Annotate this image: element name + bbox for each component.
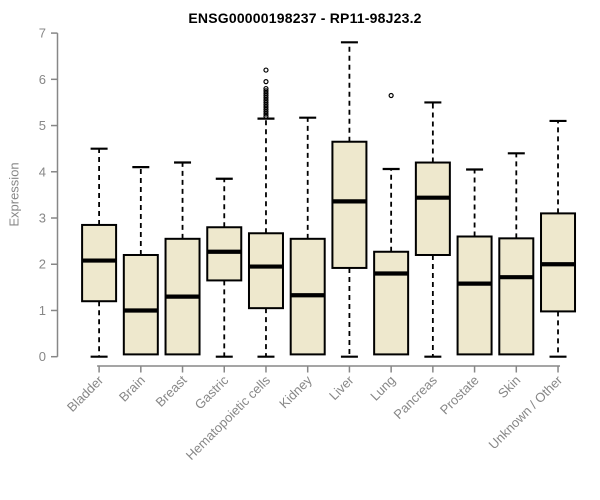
box-iqr bbox=[122, 253, 159, 356]
outlier-point bbox=[263, 88, 269, 94]
outlier-point bbox=[263, 111, 269, 117]
x-axis-category-label: Prostate bbox=[437, 373, 482, 418]
x-axis-category-label: Gastric bbox=[192, 372, 232, 412]
x-axis-category-label: Breast bbox=[152, 372, 189, 409]
box-iqr bbox=[414, 161, 451, 256]
outlier-point bbox=[263, 79, 269, 85]
y-axis-tick-label: 7 bbox=[39, 26, 46, 41]
outlier-point bbox=[263, 90, 269, 96]
box-iqr bbox=[247, 232, 284, 310]
outlier-point bbox=[263, 92, 269, 99]
x-axis-category-label: Brain bbox=[116, 373, 148, 405]
y-axis-tick-label: 1 bbox=[39, 303, 46, 318]
chart-title: ENSG00000198237 - RP11-98J23.2 bbox=[188, 10, 422, 26]
outlier-point bbox=[263, 109, 269, 115]
outlier-point bbox=[263, 113, 269, 119]
box-iqr bbox=[331, 140, 368, 269]
box-iqr bbox=[373, 250, 410, 356]
x-axis-category-label: Liver bbox=[326, 372, 357, 403]
box-iqr bbox=[81, 223, 118, 303]
y-axis-tick-label: 4 bbox=[39, 164, 46, 179]
x-axis-category-label: Unknown / Other bbox=[486, 372, 566, 452]
outlier-point bbox=[388, 92, 394, 99]
outlier-point bbox=[263, 104, 269, 110]
x-axis-category-label: Lung bbox=[367, 373, 398, 404]
y-axis-title: Expression bbox=[6, 162, 22, 227]
y-axis-tick-label: 0 bbox=[39, 349, 46, 364]
outlier-point bbox=[263, 106, 269, 112]
x-axis-category-label: Kidney bbox=[276, 372, 315, 411]
box-iqr bbox=[456, 235, 493, 356]
y-axis-tick-label: 2 bbox=[39, 257, 46, 272]
x-axis-category-label: Bladder bbox=[64, 372, 107, 415]
outlier-point bbox=[263, 95, 269, 101]
box-iqr bbox=[498, 237, 535, 356]
outlier-point bbox=[263, 99, 269, 106]
y-axis-tick-label: 6 bbox=[39, 72, 46, 87]
x-axis-category-label: Pancreas bbox=[391, 372, 441, 422]
outlier-point bbox=[263, 97, 269, 103]
outlier-point bbox=[263, 67, 269, 73]
outlier-point bbox=[263, 102, 269, 108]
y-axis-tick-label: 5 bbox=[39, 118, 46, 133]
outlier-point bbox=[263, 85, 269, 92]
x-axis-category-label: Skin bbox=[495, 373, 523, 401]
y-axis-tick-label: 3 bbox=[39, 211, 46, 226]
